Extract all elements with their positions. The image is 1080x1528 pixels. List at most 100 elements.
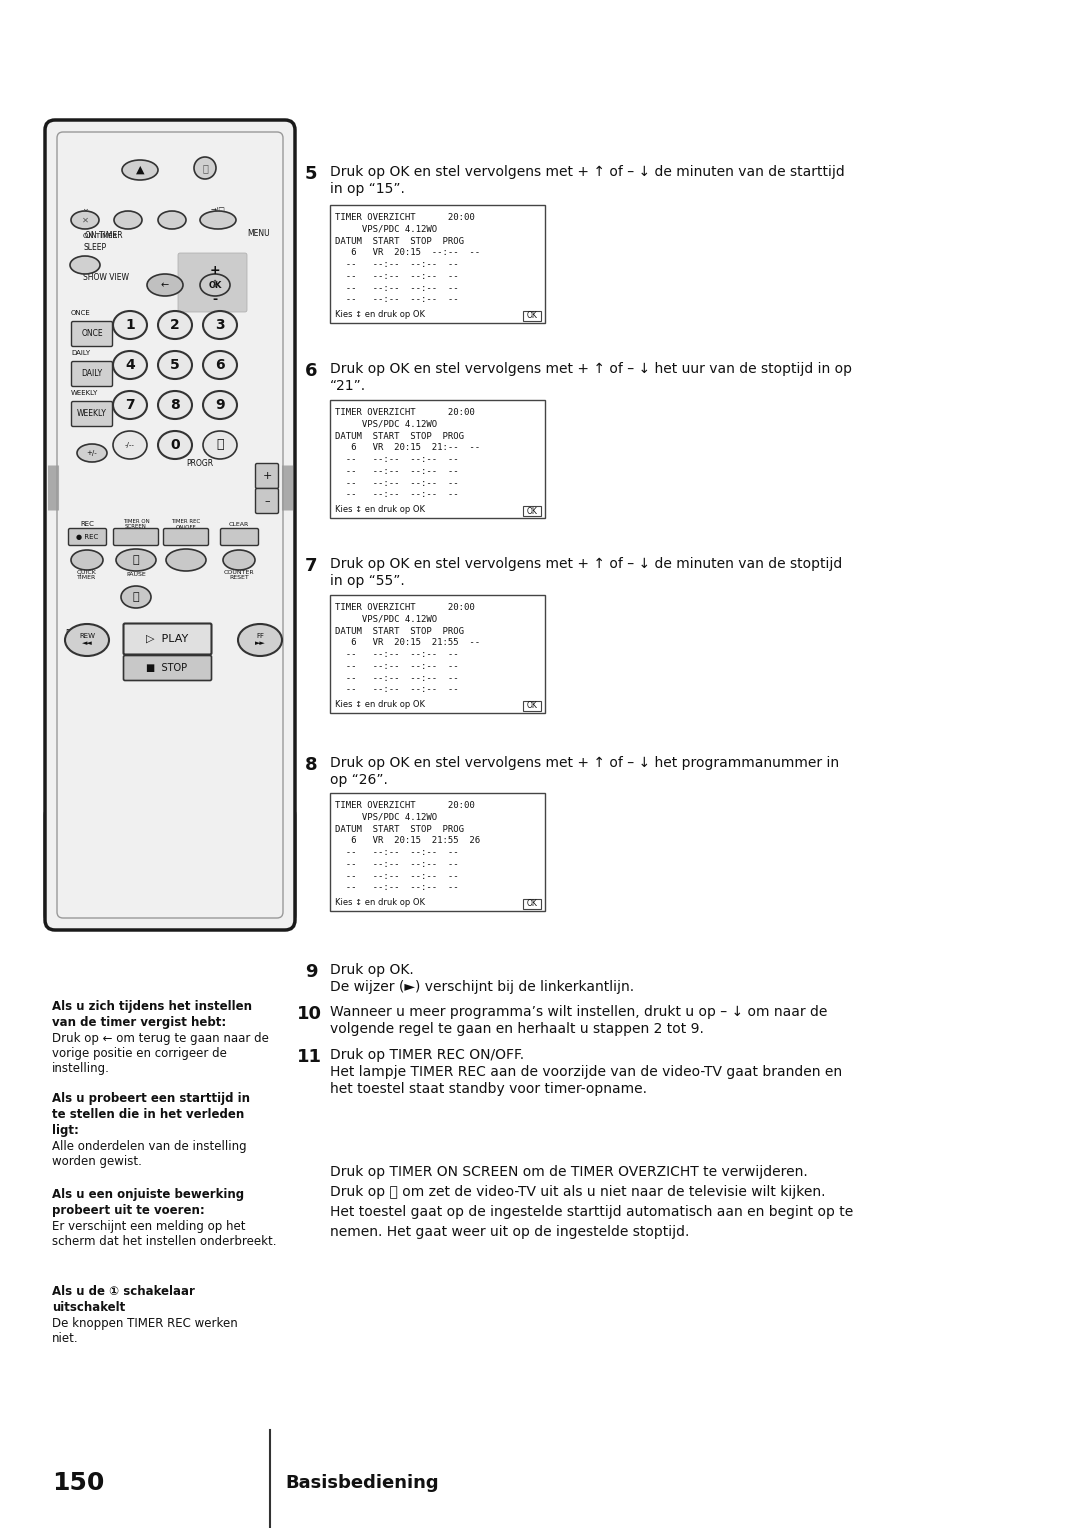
Text: WEEKLY: WEEKLY (71, 390, 98, 396)
Text: Als u zich tijdens het instellen: Als u zich tijdens het instellen (52, 999, 252, 1013)
Text: ⨯: ⨯ (82, 206, 87, 212)
Text: ←: ← (161, 280, 170, 290)
Text: Het toestel gaat op de ingestelde starttijd automatisch aan en begint op te: Het toestel gaat op de ingestelde startt… (330, 1206, 853, 1219)
Text: 5: 5 (171, 358, 180, 371)
Text: →/□: →/□ (211, 206, 226, 212)
Ellipse shape (203, 312, 237, 339)
Bar (523, 506, 541, 516)
FancyBboxPatch shape (123, 623, 212, 654)
Bar (330, 205, 545, 322)
Text: TIMER OVERZICHT      20:00: TIMER OVERZICHT 20:00 (335, 212, 475, 222)
Text: Druk op OK.: Druk op OK. (330, 963, 414, 976)
Text: 4: 4 (125, 358, 135, 371)
Text: probeert uit te voeren:: probeert uit te voeren: (52, 1204, 205, 1216)
Ellipse shape (203, 431, 237, 458)
Text: +: + (210, 263, 220, 277)
Text: Er verschijnt een melding op het: Er verschijnt een melding op het (52, 1219, 245, 1233)
Text: VPS/PDC 4.12WO: VPS/PDC 4.12WO (335, 420, 437, 429)
Text: 6   VR  20:15  21:55  --: 6 VR 20:15 21:55 -- (335, 639, 481, 648)
Text: 8: 8 (171, 397, 180, 413)
Text: nemen. Het gaat weer uit op de ingestelde stoptijd.: nemen. Het gaat weer uit op de ingesteld… (330, 1225, 689, 1239)
Text: --   --:--  --:--  --: -- --:-- --:-- -- (335, 478, 459, 487)
Text: Druk op TIMER ON SCREEN om de TIMER OVERZICHT te verwijderen.: Druk op TIMER ON SCREEN om de TIMER OVER… (330, 1164, 808, 1180)
FancyBboxPatch shape (256, 463, 279, 489)
Bar (330, 793, 545, 911)
Ellipse shape (200, 274, 230, 296)
Text: 0: 0 (171, 439, 179, 452)
Text: Wanneer u meer programma’s wilt instellen, drukt u op – ↓ om naar de: Wanneer u meer programma’s wilt instelle… (330, 1005, 827, 1019)
Text: Kies ↕ en druk op OK: Kies ↕ en druk op OK (335, 310, 426, 319)
Text: De knoppen TIMER REC werken: De knoppen TIMER REC werken (52, 1317, 238, 1329)
Ellipse shape (147, 274, 183, 296)
Ellipse shape (65, 623, 109, 656)
Ellipse shape (158, 312, 192, 339)
Text: COUNTER
RESET: COUNTER RESET (224, 570, 254, 581)
Text: SHOW VIEW: SHOW VIEW (83, 274, 129, 283)
Text: DAILY: DAILY (71, 350, 90, 356)
Ellipse shape (113, 391, 147, 419)
Text: OK: OK (527, 701, 538, 711)
Text: --   --:--  --:--  --: -- --:-- --:-- -- (335, 871, 459, 880)
Text: --   --:--  --:--  --: -- --:-- --:-- -- (335, 860, 459, 869)
Ellipse shape (114, 211, 141, 229)
FancyBboxPatch shape (123, 656, 212, 680)
Text: Het lampje TIMER REC aan de voorzijde van de video-TV gaat branden en: Het lampje TIMER REC aan de voorzijde va… (330, 1065, 842, 1079)
Text: TIMER REC
ON/OFF: TIMER REC ON/OFF (172, 518, 201, 529)
Ellipse shape (77, 445, 107, 461)
Ellipse shape (113, 431, 147, 458)
Text: in op “55”.: in op “55”. (330, 575, 405, 588)
Text: 11: 11 (297, 1048, 322, 1067)
FancyBboxPatch shape (220, 529, 258, 545)
Text: Druk op ⏻ om zet de video-TV uit als u niet naar de televisie wilt kijken.: Druk op ⏻ om zet de video-TV uit als u n… (330, 1186, 825, 1199)
Text: --   --:--  --:--  --: -- --:-- --:-- -- (335, 295, 459, 304)
Text: scherm dat het instellen onderbreekt.: scherm dat het instellen onderbreekt. (52, 1235, 276, 1248)
Bar (523, 701, 541, 711)
FancyBboxPatch shape (45, 121, 295, 931)
Text: worden gewist.: worden gewist. (52, 1155, 141, 1167)
Ellipse shape (122, 160, 158, 180)
Text: ▷  PLAY: ▷ PLAY (146, 634, 188, 643)
Text: --   --:--  --:--  --: -- --:-- --:-- -- (335, 455, 459, 465)
Text: --   --:--  --:--  --: -- --:-- --:-- -- (335, 272, 459, 281)
Ellipse shape (113, 312, 147, 339)
Text: vorige positie en corrigeer de: vorige positie en corrigeer de (52, 1047, 227, 1060)
Text: het toestel staat standby voor timer-opname.: het toestel staat standby voor timer-opn… (330, 1082, 647, 1096)
Text: ⏸: ⏸ (133, 591, 139, 602)
Text: Druk op OK en stel vervolgens met + ↑ of – ↓ het uur van de stoptijd in op: Druk op OK en stel vervolgens met + ↑ of… (330, 362, 852, 376)
Text: 7: 7 (305, 558, 318, 575)
Text: uitschakelt: uitschakelt (52, 1300, 125, 1314)
Text: Druk op TIMER REC ON/OFF.: Druk op TIMER REC ON/OFF. (330, 1048, 524, 1062)
Text: OK: OK (527, 312, 538, 321)
Text: TIMER ON
SCREEN: TIMER ON SCREEN (123, 518, 149, 529)
Text: 2: 2 (171, 318, 180, 332)
Text: 1: 1 (125, 318, 135, 332)
Text: 6   VR  20:15  21:--  --: 6 VR 20:15 21:-- -- (335, 443, 481, 452)
Text: op “26”.: op “26”. (330, 773, 388, 787)
Text: --   --:--  --:--  --: -- --:-- --:-- -- (335, 490, 459, 500)
Text: ■  STOP: ■ STOP (147, 663, 188, 672)
Text: PROGR: PROGR (187, 458, 214, 468)
Text: +/-: +/- (86, 451, 97, 455)
FancyBboxPatch shape (71, 402, 112, 426)
Ellipse shape (158, 351, 192, 379)
FancyBboxPatch shape (71, 321, 112, 347)
Ellipse shape (222, 550, 255, 570)
Ellipse shape (166, 549, 206, 571)
Text: ✕: ✕ (81, 215, 89, 225)
Text: Alle onderdelen van de instelling: Alle onderdelen van de instelling (52, 1140, 246, 1154)
Text: 7: 7 (125, 397, 135, 413)
Ellipse shape (121, 587, 151, 608)
Text: PAUSE: PAUSE (126, 573, 146, 578)
Text: DATUM  START  STOP  PROG: DATUM START STOP PROG (335, 626, 464, 636)
Text: ▲: ▲ (136, 165, 145, 176)
FancyBboxPatch shape (71, 362, 112, 387)
Text: Als u probeert een starttijd in: Als u probeert een starttijd in (52, 1093, 249, 1105)
Text: REC: REC (80, 521, 94, 527)
Ellipse shape (158, 431, 192, 458)
Text: DATUM  START  STOP  PROG: DATUM START STOP PROG (335, 825, 464, 834)
Text: 8: 8 (305, 756, 318, 775)
Text: OK: OK (527, 506, 538, 515)
Text: 6: 6 (215, 358, 225, 371)
Text: MENU: MENU (247, 229, 270, 238)
Text: instelling.: instelling. (52, 1062, 110, 1076)
